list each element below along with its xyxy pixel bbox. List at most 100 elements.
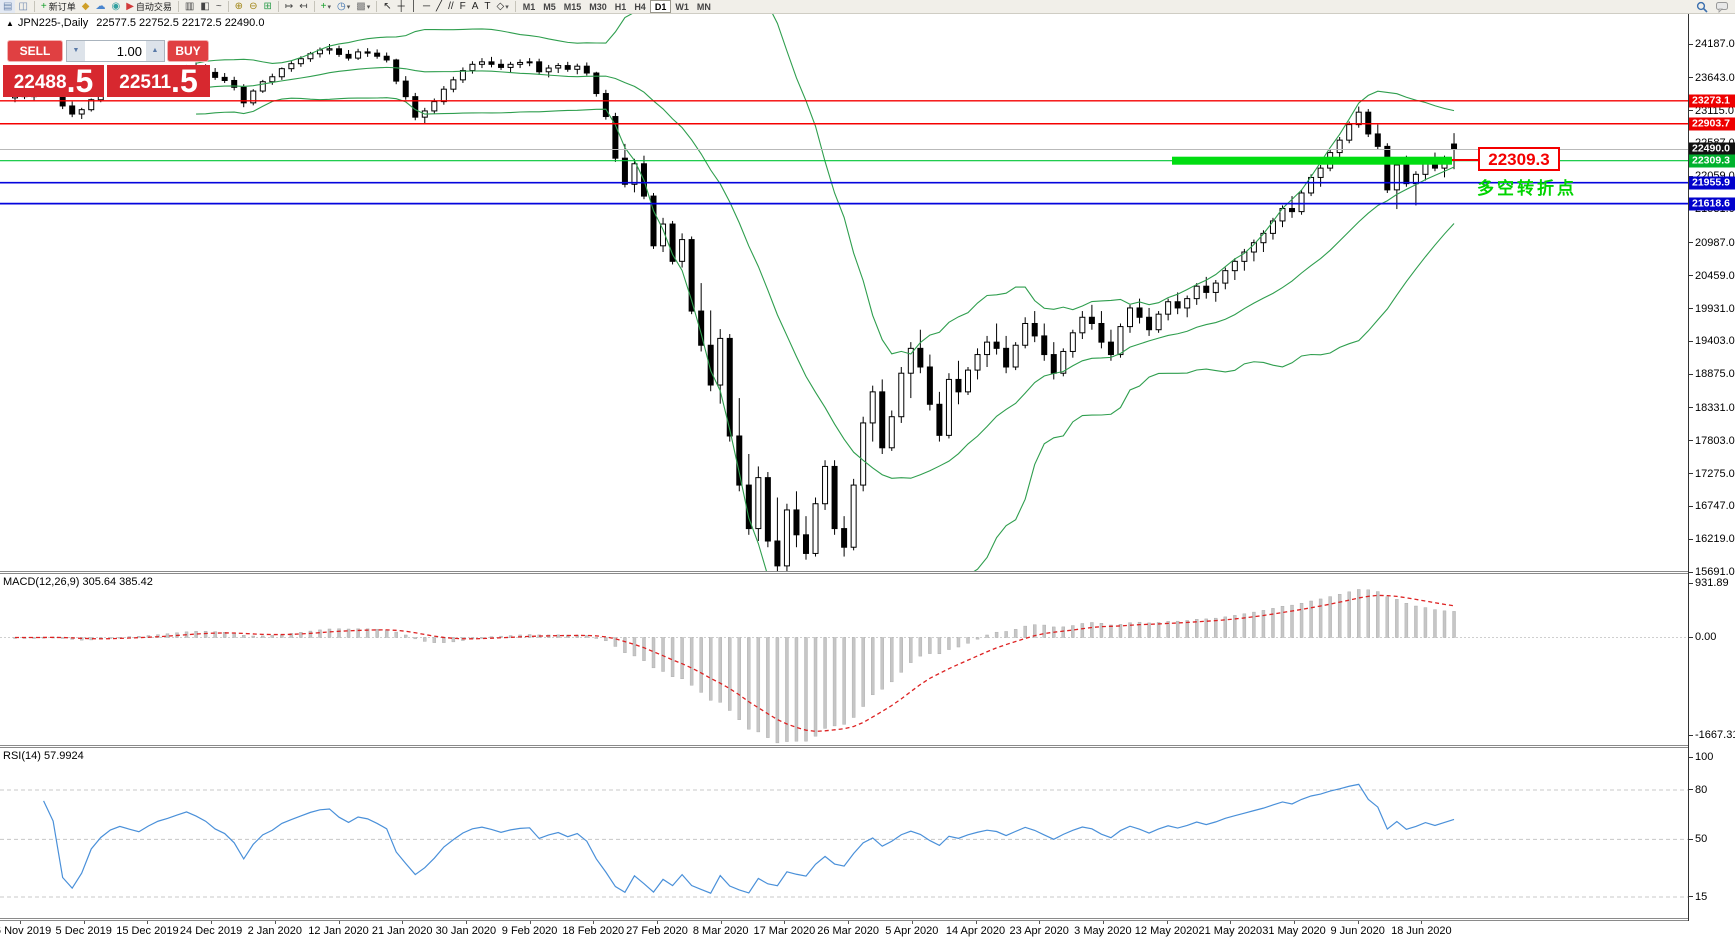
buy-button[interactable]: BUY <box>167 40 209 62</box>
timeframe-m5-button[interactable]: M5 <box>543 1 556 12</box>
date-label: 3 May 2020 <box>1074 925 1132 937</box>
timeframe-d1-button[interactable]: D1 <box>649 0 672 13</box>
date-tick-mark <box>529 921 531 924</box>
timeframe-m1-button[interactable]: M1 <box>522 1 536 12</box>
toolbar: ▤ ◫ + 新订单 ◆ ☁ ◉ ▶ 自动交易 ▥ ◧ ~ ⊕ ⊖ ⊞ ↦ ↤ + ▾ ◷ ▾ ▩ ▾ ↖ ┼ │ ─ ╱//F A T ◇ ▾… <box>0 0 1735 14</box>
volume-input[interactable] <box>85 41 146 61</box>
bar-chart-type-button[interactable]: ▥ <box>182 0 197 13</box>
timeframe-m15-button[interactable]: M15 <box>563 1 582 12</box>
date-tick-mark <box>274 921 276 924</box>
auto-trading-button[interactable]: ▶ 自动交易 <box>123 0 175 13</box>
crosshair-button[interactable]: ┼ <box>395 0 408 13</box>
price-chart-pane[interactable] <box>0 14 1688 572</box>
text-label-icon: T <box>484 1 491 12</box>
sell-price-main: 22488 <box>13 72 67 93</box>
periods-menu-button[interactable]: ◷ ▾ <box>334 0 353 13</box>
buy-price-display[interactable]: 22511.5 <box>107 65 210 97</box>
indicators-menu-button[interactable]: + ▾ <box>318 0 334 13</box>
date-label: 12 Jan 2020 <box>308 925 369 937</box>
new-chart-button[interactable]: ▤ <box>0 0 16 13</box>
chevron-down-icon: ▾ <box>505 3 509 11</box>
timeframe-h4-button[interactable]: H4 <box>634 1 646 12</box>
pane-separator[interactable] <box>0 918 1735 921</box>
new-order-button[interactable]: + 新订单 <box>38 0 79 13</box>
price-tag: 21618.6 <box>1689 197 1735 211</box>
candlestick-type-button[interactable]: ◧ <box>197 0 212 13</box>
text-button[interactable]: A <box>469 0 482 13</box>
rsi-pane[interactable] <box>0 748 1688 919</box>
pane-separator[interactable] <box>0 571 1735 574</box>
date-label: 5 Dec 2019 <box>55 925 112 937</box>
price-tick-label: 18331.0 <box>1695 401 1735 414</box>
sell-price-display[interactable]: 22488.5 <box>3 65 104 97</box>
date-tick-mark <box>657 921 658 924</box>
date-tick-mark <box>848 921 850 924</box>
collapse-triangle-icon[interactable]: ▲ <box>6 19 14 28</box>
date-label: 21 May 2020 <box>1198 925 1263 937</box>
fibonacci-icon: F <box>459 1 466 12</box>
signals-button[interactable]: ◉ <box>108 0 123 13</box>
macd-axis-label: 931.89 <box>1695 577 1729 589</box>
timeframe-mn-button[interactable]: MN <box>696 1 711 12</box>
price-tick-label: 19931.0 <box>1695 302 1735 315</box>
date-label: 12 May 2020 <box>1134 925 1199 937</box>
chat-icon[interactable] <box>1716 1 1729 13</box>
fibonacci-button[interactable]: F <box>457 0 469 13</box>
date-label: 24 Dec 2019 <box>179 925 243 937</box>
equidistant-channel-button[interactable]: // <box>445 0 457 13</box>
new-chart-icon: ▤ <box>3 1 13 12</box>
cursor-icon: ↖ <box>383 1 392 12</box>
toolbar-separator <box>376 1 378 12</box>
timeframe-h1-button[interactable]: H1 <box>614 1 627 12</box>
chevron-down-icon: ▾ <box>327 3 331 11</box>
price-tick-label: 18875.0 <box>1695 368 1735 381</box>
search-icon[interactable] <box>1696 1 1708 13</box>
volume-increase-button[interactable]: ▲ <box>146 41 164 61</box>
toolbar-separator <box>177 1 179 12</box>
date-label: 31 May 2020 <box>1262 925 1326 937</box>
price-tick-label: 17275.0 <box>1695 467 1735 480</box>
rsi-axis-label: 80 <box>1695 783 1708 796</box>
line-chart-type-button[interactable]: ~ <box>213 0 225 13</box>
chart-shift-button[interactable]: ↤ <box>296 0 310 13</box>
pane-separator[interactable] <box>0 745 1735 748</box>
timeframe-w1-button[interactable]: W1 <box>675 1 689 12</box>
macd-pane[interactable] <box>0 574 1688 746</box>
price-tick-label: 23643.0 <box>1695 71 1735 84</box>
chart-title: ▲ JPN225-,Daily 22577.5 22752.5 22172.5 22… <box>6 17 264 29</box>
text-label-button[interactable]: T <box>481 0 493 13</box>
tile-windows-button[interactable]: ⊞ <box>260 0 274 13</box>
vertical-line-button[interactable]: │ <box>408 0 420 13</box>
toolbar-separator <box>33 1 35 12</box>
volume-decrease-button[interactable]: ▼ <box>67 41 85 61</box>
cursor-button[interactable]: ↖ <box>380 0 394 13</box>
market-button[interactable]: ☁ <box>92 0 108 13</box>
price-scale[interactable]: 24187.023643.023115.022587.022059.021531… <box>1689 14 1735 921</box>
profiles-button[interactable]: ◫ <box>15 0 30 13</box>
horizontal-line-button[interactable]: ─ <box>420 0 433 13</box>
date-label: 26 Mar 2020 <box>817 925 879 937</box>
expert-advisors-button[interactable]: ◆ <box>79 0 93 13</box>
date-tick-mark <box>911 921 913 924</box>
sell-button[interactable]: SELL <box>7 40 63 62</box>
templates-menu-button[interactable]: ▩ ▾ <box>353 0 373 13</box>
axis-tick-mark <box>1689 407 1693 409</box>
arrows-menu-button[interactable]: ◇ ▾ <box>494 0 512 13</box>
price-tick-label: 16747.0 <box>1695 500 1735 513</box>
axis-tick-mark <box>1689 571 1693 573</box>
one-click-trading-panel: SELL ▼ ▲ BUY 22488.5 22511.5 <box>3 36 210 97</box>
annotation-note-text: 多空转折点 <box>1477 179 1577 198</box>
axis-tick-mark <box>1689 242 1693 244</box>
buy-price-main: 22511 <box>119 72 172 93</box>
price-tick-label: 20459.0 <box>1695 269 1735 282</box>
zoom-in-button[interactable]: ⊕ <box>232 0 246 13</box>
auto-trading-button-label: 自动交易 <box>135 2 172 12</box>
auto-scroll-button[interactable]: ↦ <box>282 0 296 13</box>
trendline-button[interactable]: ╱ <box>433 0 445 13</box>
zoom-out-button[interactable]: ⊖ <box>246 0 260 13</box>
date-label: 2 Jan 2020 <box>247 925 303 937</box>
timeframe-m30-button[interactable]: M30 <box>589 1 607 12</box>
signals-icon: ◉ <box>111 1 121 12</box>
